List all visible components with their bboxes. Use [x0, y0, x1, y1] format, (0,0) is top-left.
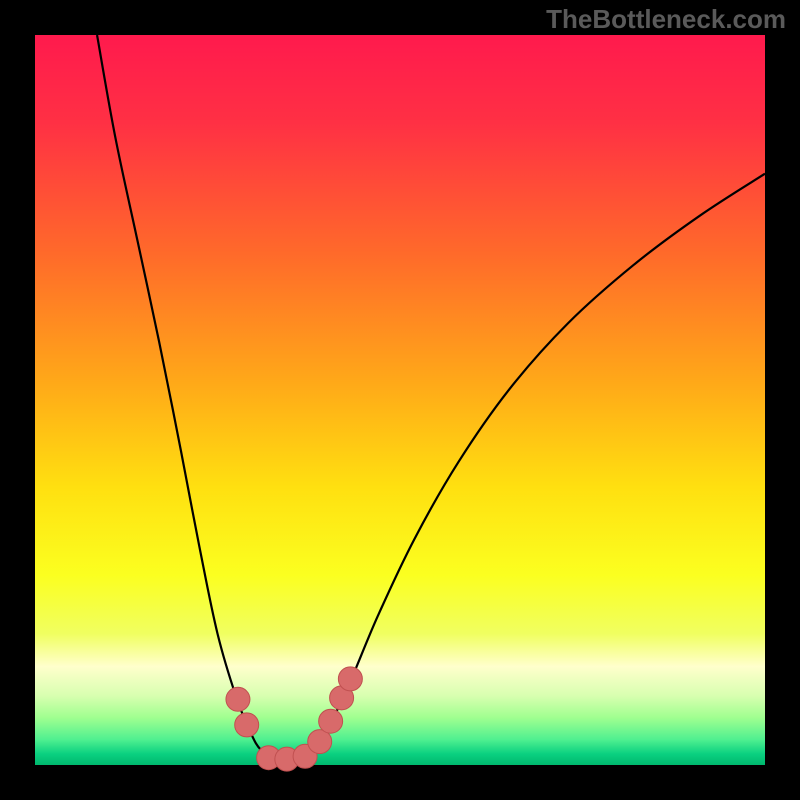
curve-marker [338, 667, 362, 691]
watermark-text: TheBottleneck.com [546, 4, 786, 35]
curve-marker [235, 713, 259, 737]
chart-container: TheBottleneck.com [0, 0, 800, 800]
plot-background [35, 35, 765, 765]
bottleneck-chart [0, 0, 800, 800]
curve-marker [319, 709, 343, 733]
curve-marker [226, 687, 250, 711]
